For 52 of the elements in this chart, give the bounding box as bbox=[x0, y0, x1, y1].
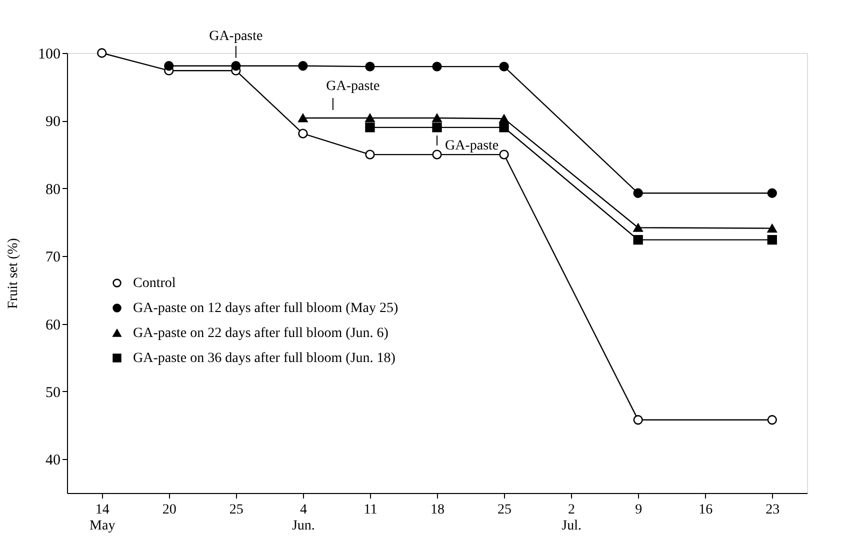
y-tick-label: 60 bbox=[46, 317, 60, 334]
point bbox=[633, 188, 643, 198]
x-tick-label: 18 bbox=[430, 502, 444, 518]
point bbox=[231, 61, 241, 71]
legend-label: GA-paste on 22 days after full bloom (Jun. 6) bbox=[133, 326, 389, 341]
point bbox=[767, 415, 777, 425]
point bbox=[97, 48, 107, 58]
y-tick-label: 70 bbox=[46, 250, 60, 266]
y-tick-label: 100 bbox=[38, 46, 60, 62]
point bbox=[499, 150, 509, 160]
point bbox=[365, 122, 375, 132]
x-tick-label: 20 bbox=[162, 502, 176, 518]
annotation: GA-paste bbox=[209, 28, 263, 44]
point bbox=[365, 150, 375, 160]
point bbox=[499, 114, 509, 123]
legend-label: GA-paste on 12 days after full bloom (May 25) bbox=[133, 301, 398, 316]
x-tick-label: 9 bbox=[635, 502, 642, 518]
annotation: GA-paste bbox=[326, 78, 380, 94]
point bbox=[767, 235, 777, 245]
point bbox=[298, 61, 308, 71]
point bbox=[432, 62, 442, 72]
x-tick-label: 23 bbox=[766, 502, 780, 518]
point bbox=[767, 224, 777, 233]
x-tick-label: 16 bbox=[698, 502, 713, 518]
point bbox=[633, 415, 643, 425]
point bbox=[432, 150, 442, 160]
y-tick-label: 90 bbox=[46, 114, 60, 130]
point bbox=[499, 122, 509, 132]
x-tick-label: 4 Jun. bbox=[292, 502, 315, 534]
point bbox=[432, 122, 442, 132]
legend-label: Control bbox=[133, 276, 176, 291]
point bbox=[365, 114, 375, 122]
x-tick-label: 25 bbox=[498, 502, 512, 518]
point bbox=[633, 223, 643, 232]
y-tick-label: 50 bbox=[46, 384, 60, 401]
legend-label: GA-paste on 36 days after full bloom (Jun. 18) bbox=[133, 351, 396, 366]
point bbox=[767, 188, 777, 198]
x-tick-label: 11 bbox=[364, 502, 378, 518]
point bbox=[298, 114, 308, 122]
point bbox=[432, 114, 442, 122]
point bbox=[633, 235, 643, 245]
x-tick-label: 14 May bbox=[90, 502, 116, 534]
y-tick-label: 40 bbox=[46, 452, 60, 469]
y-tick-label: 80 bbox=[46, 182, 60, 198]
y-axis-title: Fruit set (%) bbox=[6, 238, 21, 309]
point bbox=[298, 128, 308, 138]
x-tick-label: 2 Jul. bbox=[562, 502, 582, 534]
x-tick-label: 25 bbox=[229, 502, 244, 518]
point bbox=[365, 62, 375, 72]
point bbox=[164, 61, 174, 71]
annotation: GA-paste bbox=[445, 138, 499, 154]
point bbox=[499, 62, 509, 72]
